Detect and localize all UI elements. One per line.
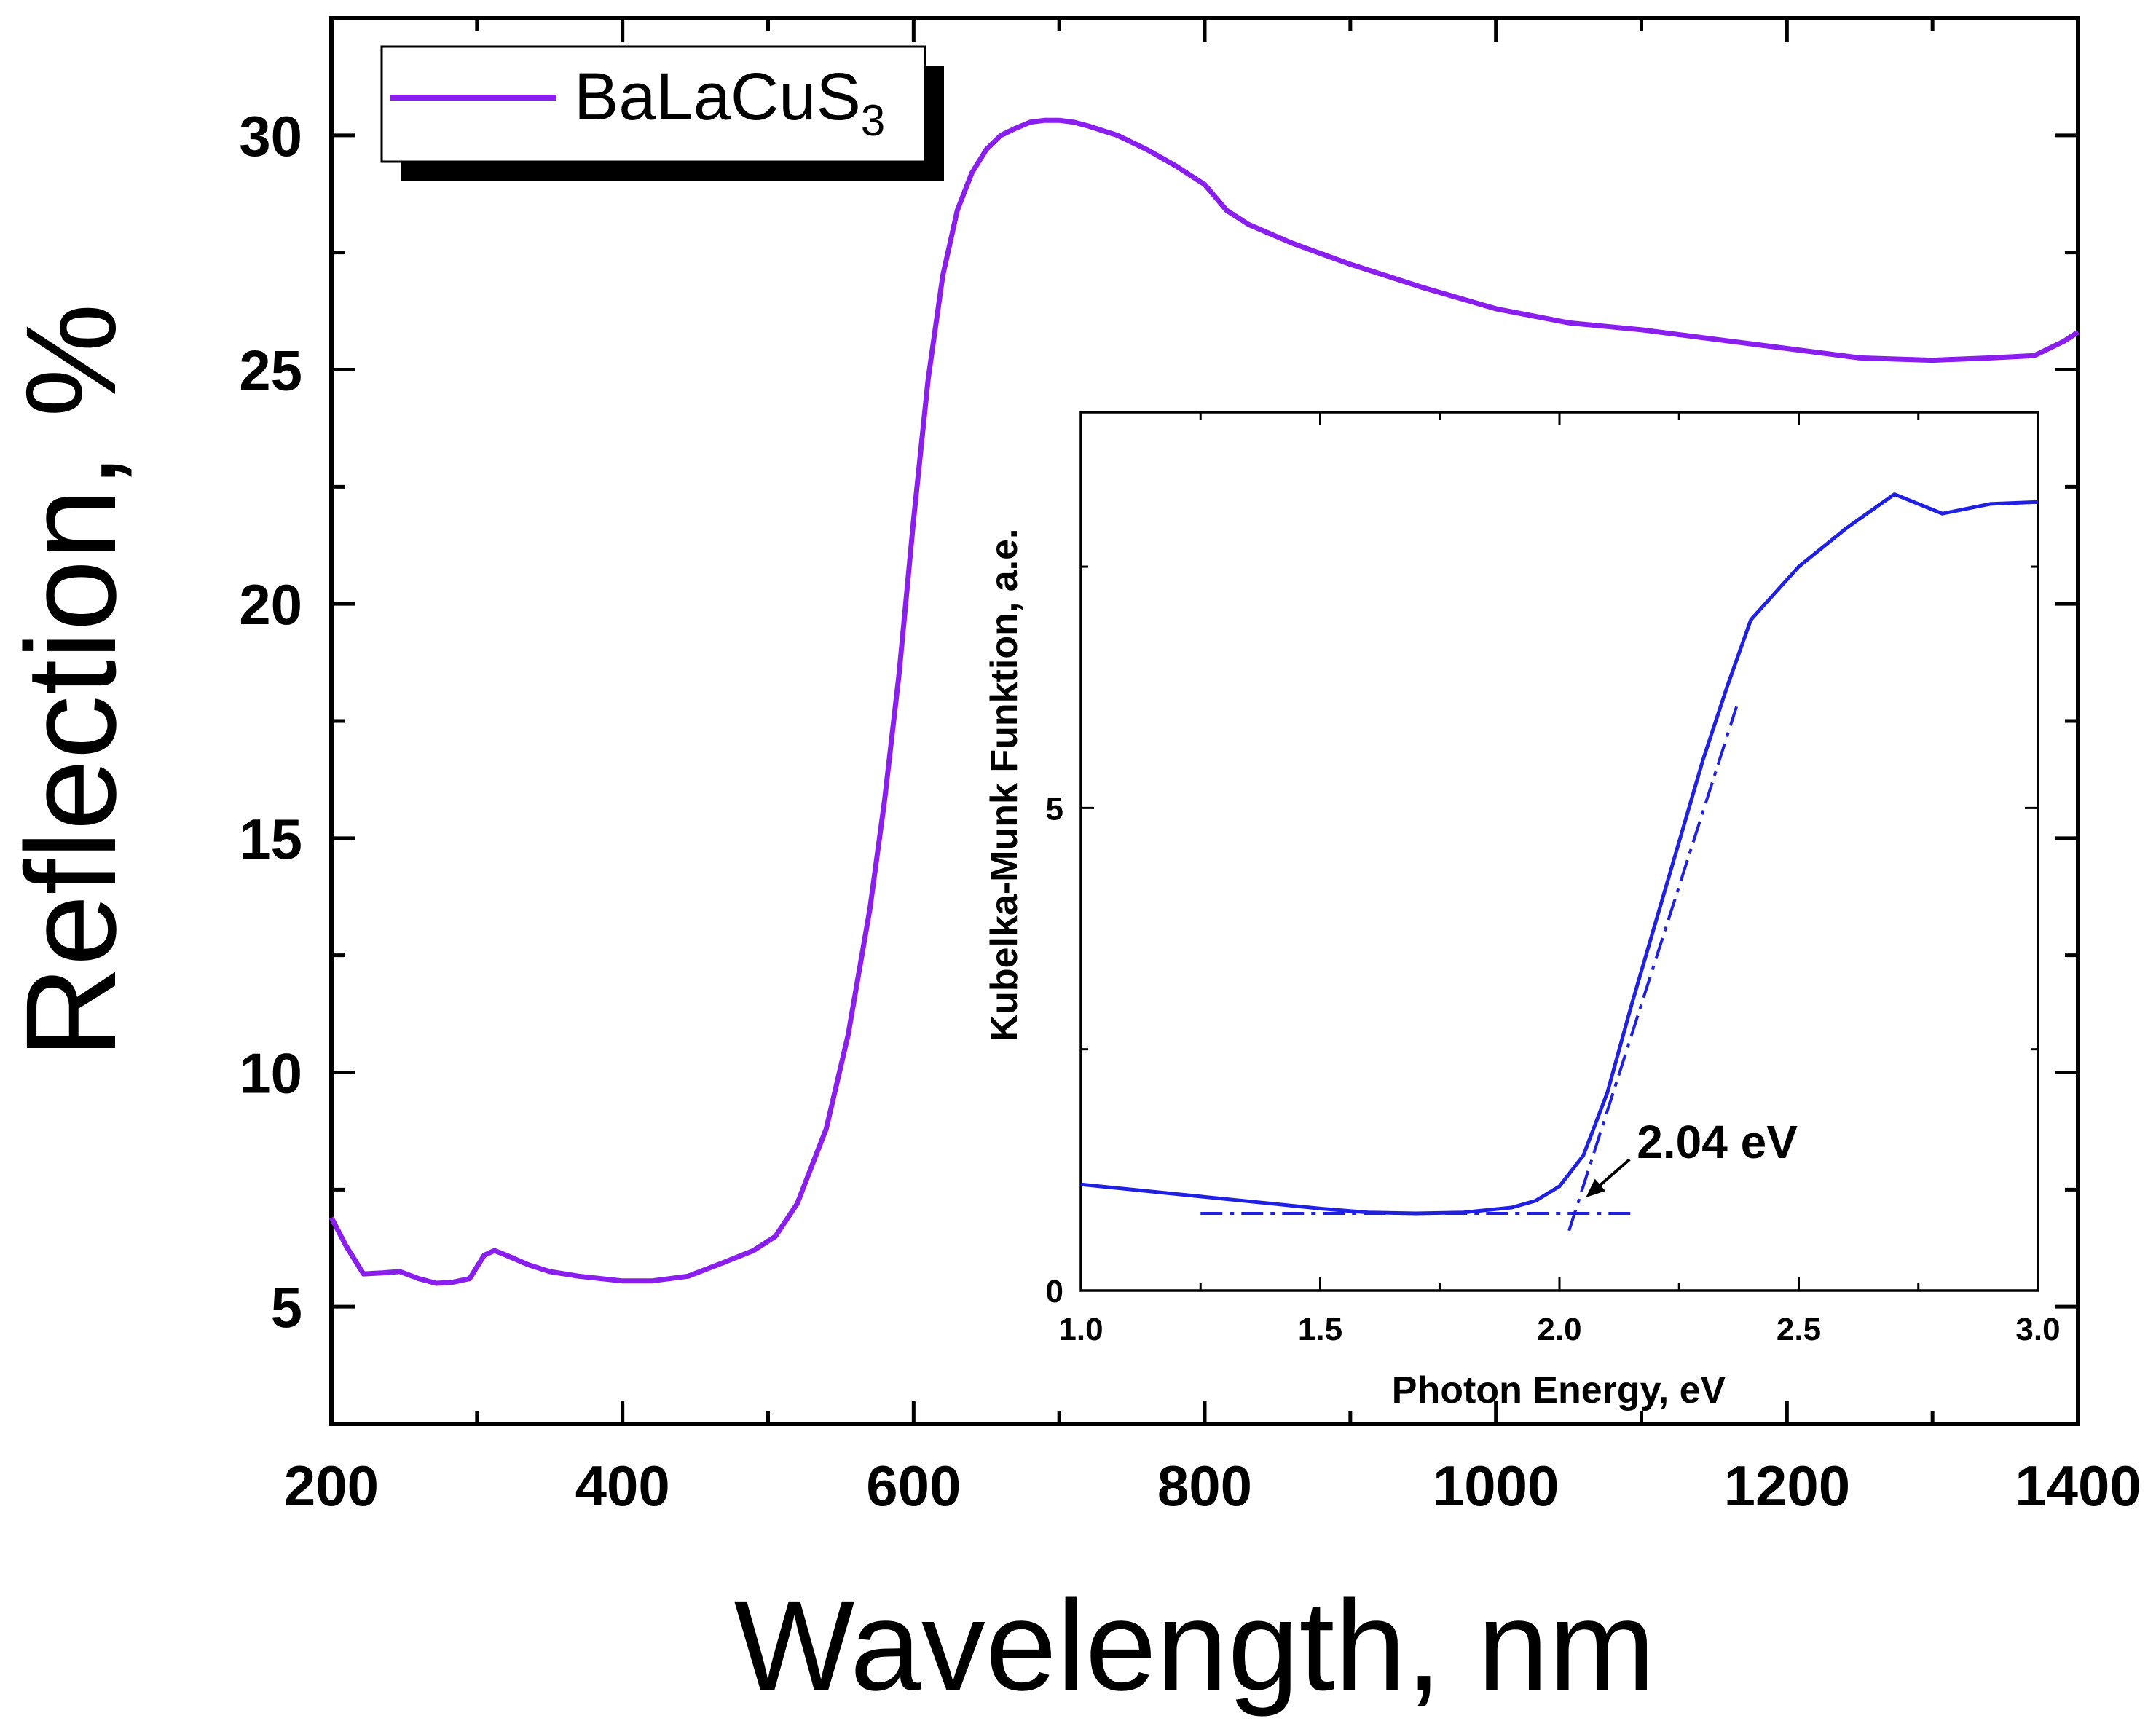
y-tick-label: 30	[239, 104, 302, 168]
annotation-label: 2.04 eV	[1637, 1116, 1798, 1168]
x-tick-label: 1200	[1724, 1454, 1851, 1518]
legend-label: BaLaCuS3	[574, 60, 885, 145]
y-tick-label: 10	[239, 1041, 302, 1106]
main-tick-labels: 200 400 600 800 1000 1200 1400 5 10 15 20 25 30	[239, 104, 2141, 1518]
annotation-arrow	[1594, 1158, 1631, 1190]
inset-background	[1081, 412, 2038, 1291]
legend: BaLaCuS3	[380, 45, 944, 181]
x-tick-label: 1400	[2015, 1454, 2141, 1518]
inset-x-tick-label: 2.0	[1537, 1312, 1581, 1347]
annotation-arrowhead	[1586, 1178, 1606, 1197]
x-tick-label: 1000	[1433, 1454, 1559, 1518]
inset-tick-labels: 1.0 1.5 2.0 2.5 3.0 0 5	[1046, 791, 2061, 1347]
main-plot-frame	[329, 16, 2080, 1426]
inset-chart: 1.0 1.5 2.0 2.5 3.0 0 5 2.04 eV Photon Energy,…	[983, 411, 2061, 1411]
inset-x-tick-label: 2.5	[1777, 1312, 1821, 1347]
inset-tangent-fit-line	[1567, 706, 1738, 1232]
inset-x-axis-title: Photon Energy, eV	[1392, 1369, 1726, 1411]
main-y-axis-title: Reflection, %	[0, 304, 143, 1059]
legend-label-main: BaLaCuS	[574, 60, 861, 134]
x-tick-label: 600	[866, 1454, 961, 1518]
y-tick-label: 5	[271, 1275, 302, 1339]
inset-y-tick-label: 5	[1046, 791, 1063, 827]
inset-plot-frame	[1079, 411, 2039, 1292]
inset-y-tick-label: 0	[1046, 1274, 1063, 1310]
x-tick-label: 400	[575, 1454, 670, 1518]
inset-series-line	[1080, 492, 2039, 1216]
inset-x-tick-label: 1.0	[1058, 1312, 1103, 1347]
y-tick-label: 25	[239, 339, 302, 403]
y-tick-label: 20	[239, 572, 302, 637]
main-series-line	[328, 117, 2080, 1286]
inset-y-axis-title: Kubelka-Munk Funktion, a.e.	[983, 529, 1026, 1042]
inset-x-tick-label: 1.5	[1298, 1312, 1342, 1347]
y-tick-label: 15	[239, 807, 302, 871]
legend-label-subscript: 3	[861, 96, 885, 145]
x-tick-label: 200	[284, 1454, 379, 1518]
main-x-axis-title: Wavelength, nm	[733, 1575, 1655, 1717]
x-tick-label: 800	[1157, 1454, 1252, 1518]
legend-box	[380, 45, 926, 163]
inset-x-tick-label: 3.0	[2015, 1312, 2060, 1347]
